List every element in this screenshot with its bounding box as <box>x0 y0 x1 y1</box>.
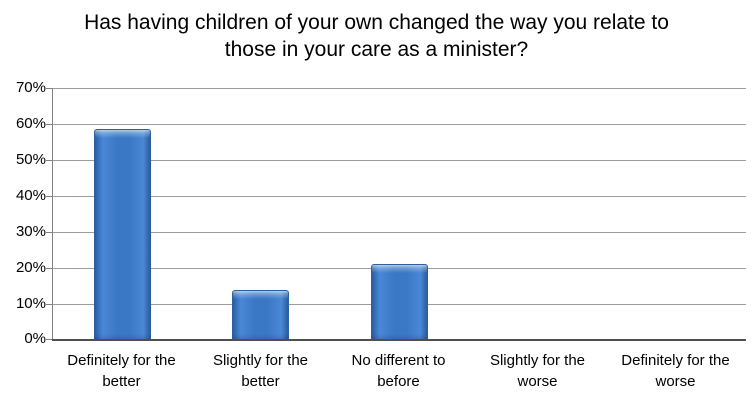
y-tick-label: 40% <box>15 187 46 204</box>
plot-area <box>46 88 746 341</box>
y-tick-mark <box>46 160 52 161</box>
y-axis: 0% 10% 20% 30% 40% 50% 60% 70% <box>0 79 46 347</box>
y-tick-mark <box>46 196 52 197</box>
y-tick-mark <box>46 232 52 233</box>
y-tick-label: 30% <box>15 223 46 240</box>
y-tick-mark <box>46 124 52 125</box>
y-tick-mark <box>46 339 52 340</box>
chart-title: Has having children of your own changed … <box>84 11 669 61</box>
gridline <box>53 88 746 89</box>
x-category-label: Definitely for the worse <box>621 352 730 390</box>
x-category-label: No different to before <box>351 352 446 390</box>
bar <box>94 129 151 340</box>
y-tick-label: 20% <box>15 259 46 276</box>
x-category-label: Slightly for the worse <box>489 352 586 390</box>
gridline <box>53 160 746 161</box>
y-tick-mark <box>46 304 52 305</box>
x-category-label: Slightly for the better <box>212 352 309 390</box>
x-axis: Definitely for the better Slightly for th… <box>52 350 745 398</box>
y-tick-label: 50% <box>15 151 46 168</box>
x-axis-line <box>52 339 746 341</box>
x-category-label: Definitely for the better <box>67 352 176 390</box>
gridline <box>53 196 746 197</box>
gridline <box>53 124 746 125</box>
bar <box>371 264 428 340</box>
gridline <box>53 232 746 233</box>
y-tick-label: 0% <box>24 330 46 347</box>
y-tick-label: 60% <box>15 115 46 132</box>
y-tick-mark <box>46 268 52 269</box>
y-tick-label: 10% <box>15 295 46 312</box>
chart-title-area: Has having children of your own changed … <box>0 9 753 63</box>
bar <box>232 290 289 340</box>
y-tick-label: 70% <box>15 79 46 96</box>
y-tick-mark <box>46 88 52 89</box>
